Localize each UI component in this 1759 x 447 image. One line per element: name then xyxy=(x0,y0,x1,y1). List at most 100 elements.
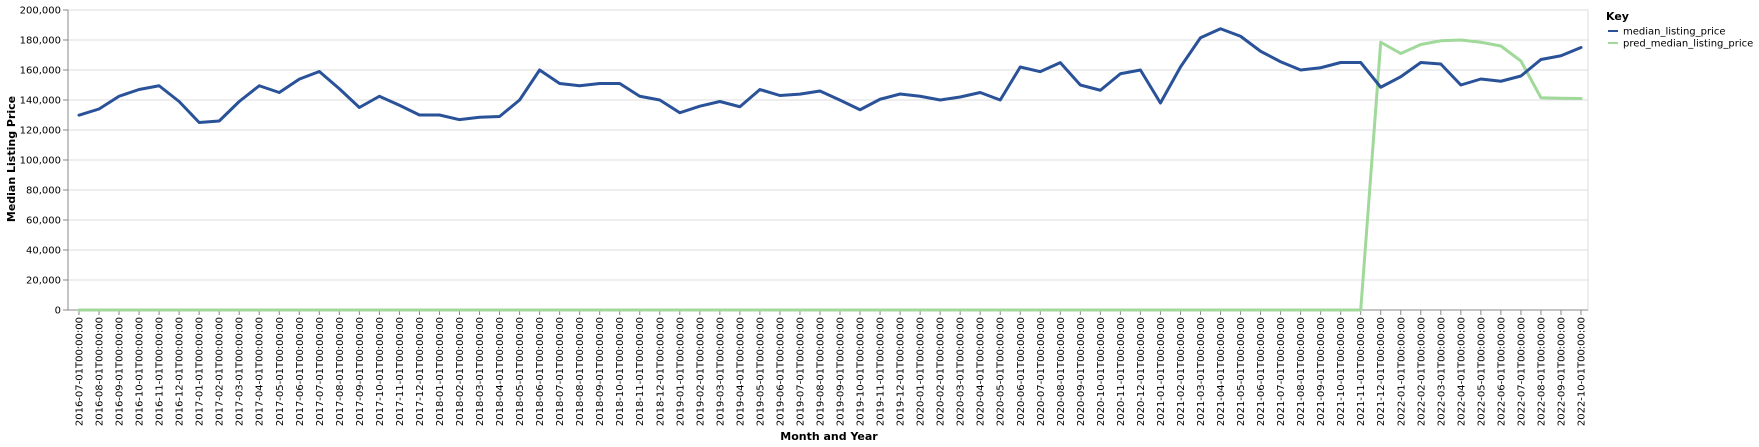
x-tick-label: 2020-10-01T00:00:00 xyxy=(1096,317,1107,426)
x-tick-label: 2019-07-01T00:00:00 xyxy=(795,317,806,426)
x-tick-label: 2018-05-01T00:00:00 xyxy=(515,317,526,426)
x-tick-label: 2020-11-01T00:00:00 xyxy=(1116,317,1127,426)
x-tick-label: 2018-08-01T00:00:00 xyxy=(575,317,586,426)
x-tick-label: 2019-12-01T00:00:00 xyxy=(896,317,907,426)
x-tick-label: 2017-08-01T00:00:00 xyxy=(335,317,346,426)
x-tick-label: 2021-04-01T00:00:00 xyxy=(1216,317,1227,426)
x-tick-label: 2020-08-01T00:00:00 xyxy=(1056,317,1067,426)
x-tick-label: 2021-02-01T00:00:00 xyxy=(1176,317,1187,426)
x-tick-label: 2021-05-01T00:00:00 xyxy=(1236,317,1247,426)
x-tick-label: 2021-09-01T00:00:00 xyxy=(1316,317,1327,426)
x-tick-label: 2020-04-01T00:00:00 xyxy=(976,317,987,426)
legend-label: median_listing_price xyxy=(1623,27,1726,38)
x-tick-label: 2017-01-01T00:00:00 xyxy=(195,317,206,426)
x-tick-label: 2021-11-01T00:00:00 xyxy=(1356,317,1367,426)
x-tick-label: 2020-07-01T00:00:00 xyxy=(1036,317,1047,426)
x-tick-label: 2020-01-01T00:00:00 xyxy=(916,317,927,426)
x-tick-label: 2022-05-01T00:00:00 xyxy=(1476,317,1487,426)
x-tick-label: 2017-04-01T00:00:00 xyxy=(255,317,266,426)
x-tick-label: 2017-12-01T00:00:00 xyxy=(415,317,426,426)
x-tick-label: 2016-10-01T00:00:00 xyxy=(135,317,146,426)
x-tick-label: 2019-08-01T00:00:00 xyxy=(815,317,826,426)
x-tick-label: 2017-10-01T00:00:00 xyxy=(375,317,386,426)
legend-label: pred_median_listing_price xyxy=(1623,39,1753,50)
x-tick-label: 2022-09-01T00:00:00 xyxy=(1556,317,1567,426)
x-tick-label: 2021-03-01T00:00:00 xyxy=(1196,317,1207,426)
x-tick-label: 2022-07-01T00:00:00 xyxy=(1516,317,1527,426)
x-tick-label: 2021-01-01T00:00:00 xyxy=(1156,317,1167,426)
x-tick-label: 2017-05-01T00:00:00 xyxy=(275,317,286,426)
x-tick-label: 2018-09-01T00:00:00 xyxy=(595,317,606,426)
x-tick-label: 2022-02-01T00:00:00 xyxy=(1416,317,1427,426)
x-tick-label: 2020-02-01T00:00:00 xyxy=(936,317,947,426)
x-tick-label: 2019-04-01T00:00:00 xyxy=(735,317,746,426)
y-tick-label: 40,000 xyxy=(26,246,61,257)
y-tick-label: 160,000 xyxy=(20,66,61,77)
x-tick-label: 2018-03-01T00:00:00 xyxy=(475,317,486,426)
y-tick-label: 20,000 xyxy=(26,276,61,287)
x-tick-label: 2016-11-01T00:00:00 xyxy=(155,317,166,426)
x-tick-label: 2018-04-01T00:00:00 xyxy=(495,317,506,426)
y-tick-label: 100,000 xyxy=(20,156,61,167)
x-tick-label: 2022-04-01T00:00:00 xyxy=(1456,317,1467,426)
y-axis: 0 20,000 40,000 60,000 80,000 100,000 120,000 1… xyxy=(20,6,69,317)
x-tick-label: 2017-11-01T00:00:00 xyxy=(395,317,406,426)
y-axis-title: Median Listing Price xyxy=(5,96,18,222)
x-tick-label: 2017-09-01T00:00:00 xyxy=(355,317,366,426)
series-line-median-listing-price xyxy=(77,27,1583,124)
y-tick-label: 140,000 xyxy=(20,96,61,107)
y-tick-label: 0 xyxy=(55,306,61,317)
x-tick-label: 2017-03-01T00:00:00 xyxy=(235,317,246,426)
series-line-pred-median-listing-price xyxy=(77,38,1583,312)
x-tick-label: 2018-06-01T00:00:00 xyxy=(535,317,546,426)
x-tick-label: 2018-11-01T00:00:00 xyxy=(635,317,646,426)
x-tick-label: 2020-12-01T00:00:00 xyxy=(1136,317,1147,426)
x-tick-label: 2022-10-01T00:00:00 xyxy=(1577,317,1588,426)
x-tick-label: 2016-09-01T00:00:00 xyxy=(115,317,126,426)
x-tick-label: 2018-01-01T00:00:00 xyxy=(435,317,446,426)
x-tick-label: 2016-07-01T00:00:00 xyxy=(75,317,86,426)
x-tick-label: 2016-12-01T00:00:00 xyxy=(175,317,186,426)
x-tick-label: 2018-02-01T00:00:00 xyxy=(455,317,466,426)
x-tick-label: 2021-06-01T00:00:00 xyxy=(1256,317,1267,426)
y-tick-label: 80,000 xyxy=(26,186,61,197)
legend-title: Key xyxy=(1606,10,1629,23)
x-tick-label: 2019-10-01T00:00:00 xyxy=(856,317,867,426)
y-tick-label: 60,000 xyxy=(26,216,61,227)
x-tick-label: 2020-05-01T00:00:00 xyxy=(996,317,1007,426)
x-tick-label: 2017-02-01T00:00:00 xyxy=(215,317,226,426)
y-tick-label: 200,000 xyxy=(20,6,61,17)
y-tick-label: 180,000 xyxy=(20,36,61,47)
x-tick-label: 2022-01-01T00:00:00 xyxy=(1396,317,1407,426)
x-tick-label: 2017-07-01T00:00:00 xyxy=(315,317,326,426)
x-tick-label: 2021-12-01T00:00:00 xyxy=(1376,317,1387,426)
x-axis-title: Month and Year xyxy=(780,430,878,443)
x-tick-label: 2021-08-01T00:00:00 xyxy=(1296,317,1307,426)
x-tick-label: 2021-10-01T00:00:00 xyxy=(1336,317,1347,426)
x-tick-label: 2018-12-01T00:00:00 xyxy=(655,317,666,426)
x-tick-label: 2017-06-01T00:00:00 xyxy=(295,317,306,426)
x-axis: 2016-07-01T00:00:00 2016-08-01T00:00:00 20… xyxy=(68,309,1588,426)
x-tick-label: 2016-08-01T00:00:00 xyxy=(95,317,106,426)
x-tick-label: 2019-11-01T00:00:00 xyxy=(876,317,887,426)
x-tick-label: 2019-09-01T00:00:00 xyxy=(836,317,847,426)
x-tick-label: 2019-06-01T00:00:00 xyxy=(775,317,786,426)
x-tick-label: 2022-03-01T00:00:00 xyxy=(1436,317,1447,426)
x-tick-label: 2018-10-01T00:00:00 xyxy=(615,317,626,426)
x-tick-label: 2019-03-01T00:00:00 xyxy=(715,317,726,426)
x-tick-label: 2020-06-01T00:00:00 xyxy=(1016,317,1027,426)
x-tick-label: 2020-09-01T00:00:00 xyxy=(1076,317,1087,426)
x-tick-label: 2019-01-01T00:00:00 xyxy=(675,317,686,426)
x-tick-label: 2022-08-01T00:00:00 xyxy=(1536,317,1547,426)
series-layer xyxy=(77,27,1583,312)
y-tick-label: 120,000 xyxy=(20,126,61,137)
x-tick-label: 2019-02-01T00:00:00 xyxy=(695,317,706,426)
x-tick-label: 2018-07-01T00:00:00 xyxy=(555,317,566,426)
grid-lines xyxy=(67,9,1589,311)
x-tick-label: 2022-06-01T00:00:00 xyxy=(1496,317,1507,426)
x-tick-label: 2020-03-01T00:00:00 xyxy=(956,317,967,426)
x-tick-label: 2019-05-01T00:00:00 xyxy=(755,317,766,426)
x-tick-label: 2021-07-01T00:00:00 xyxy=(1276,317,1287,426)
legend: Key median_listing_pricepred_median_list… xyxy=(1606,10,1753,50)
